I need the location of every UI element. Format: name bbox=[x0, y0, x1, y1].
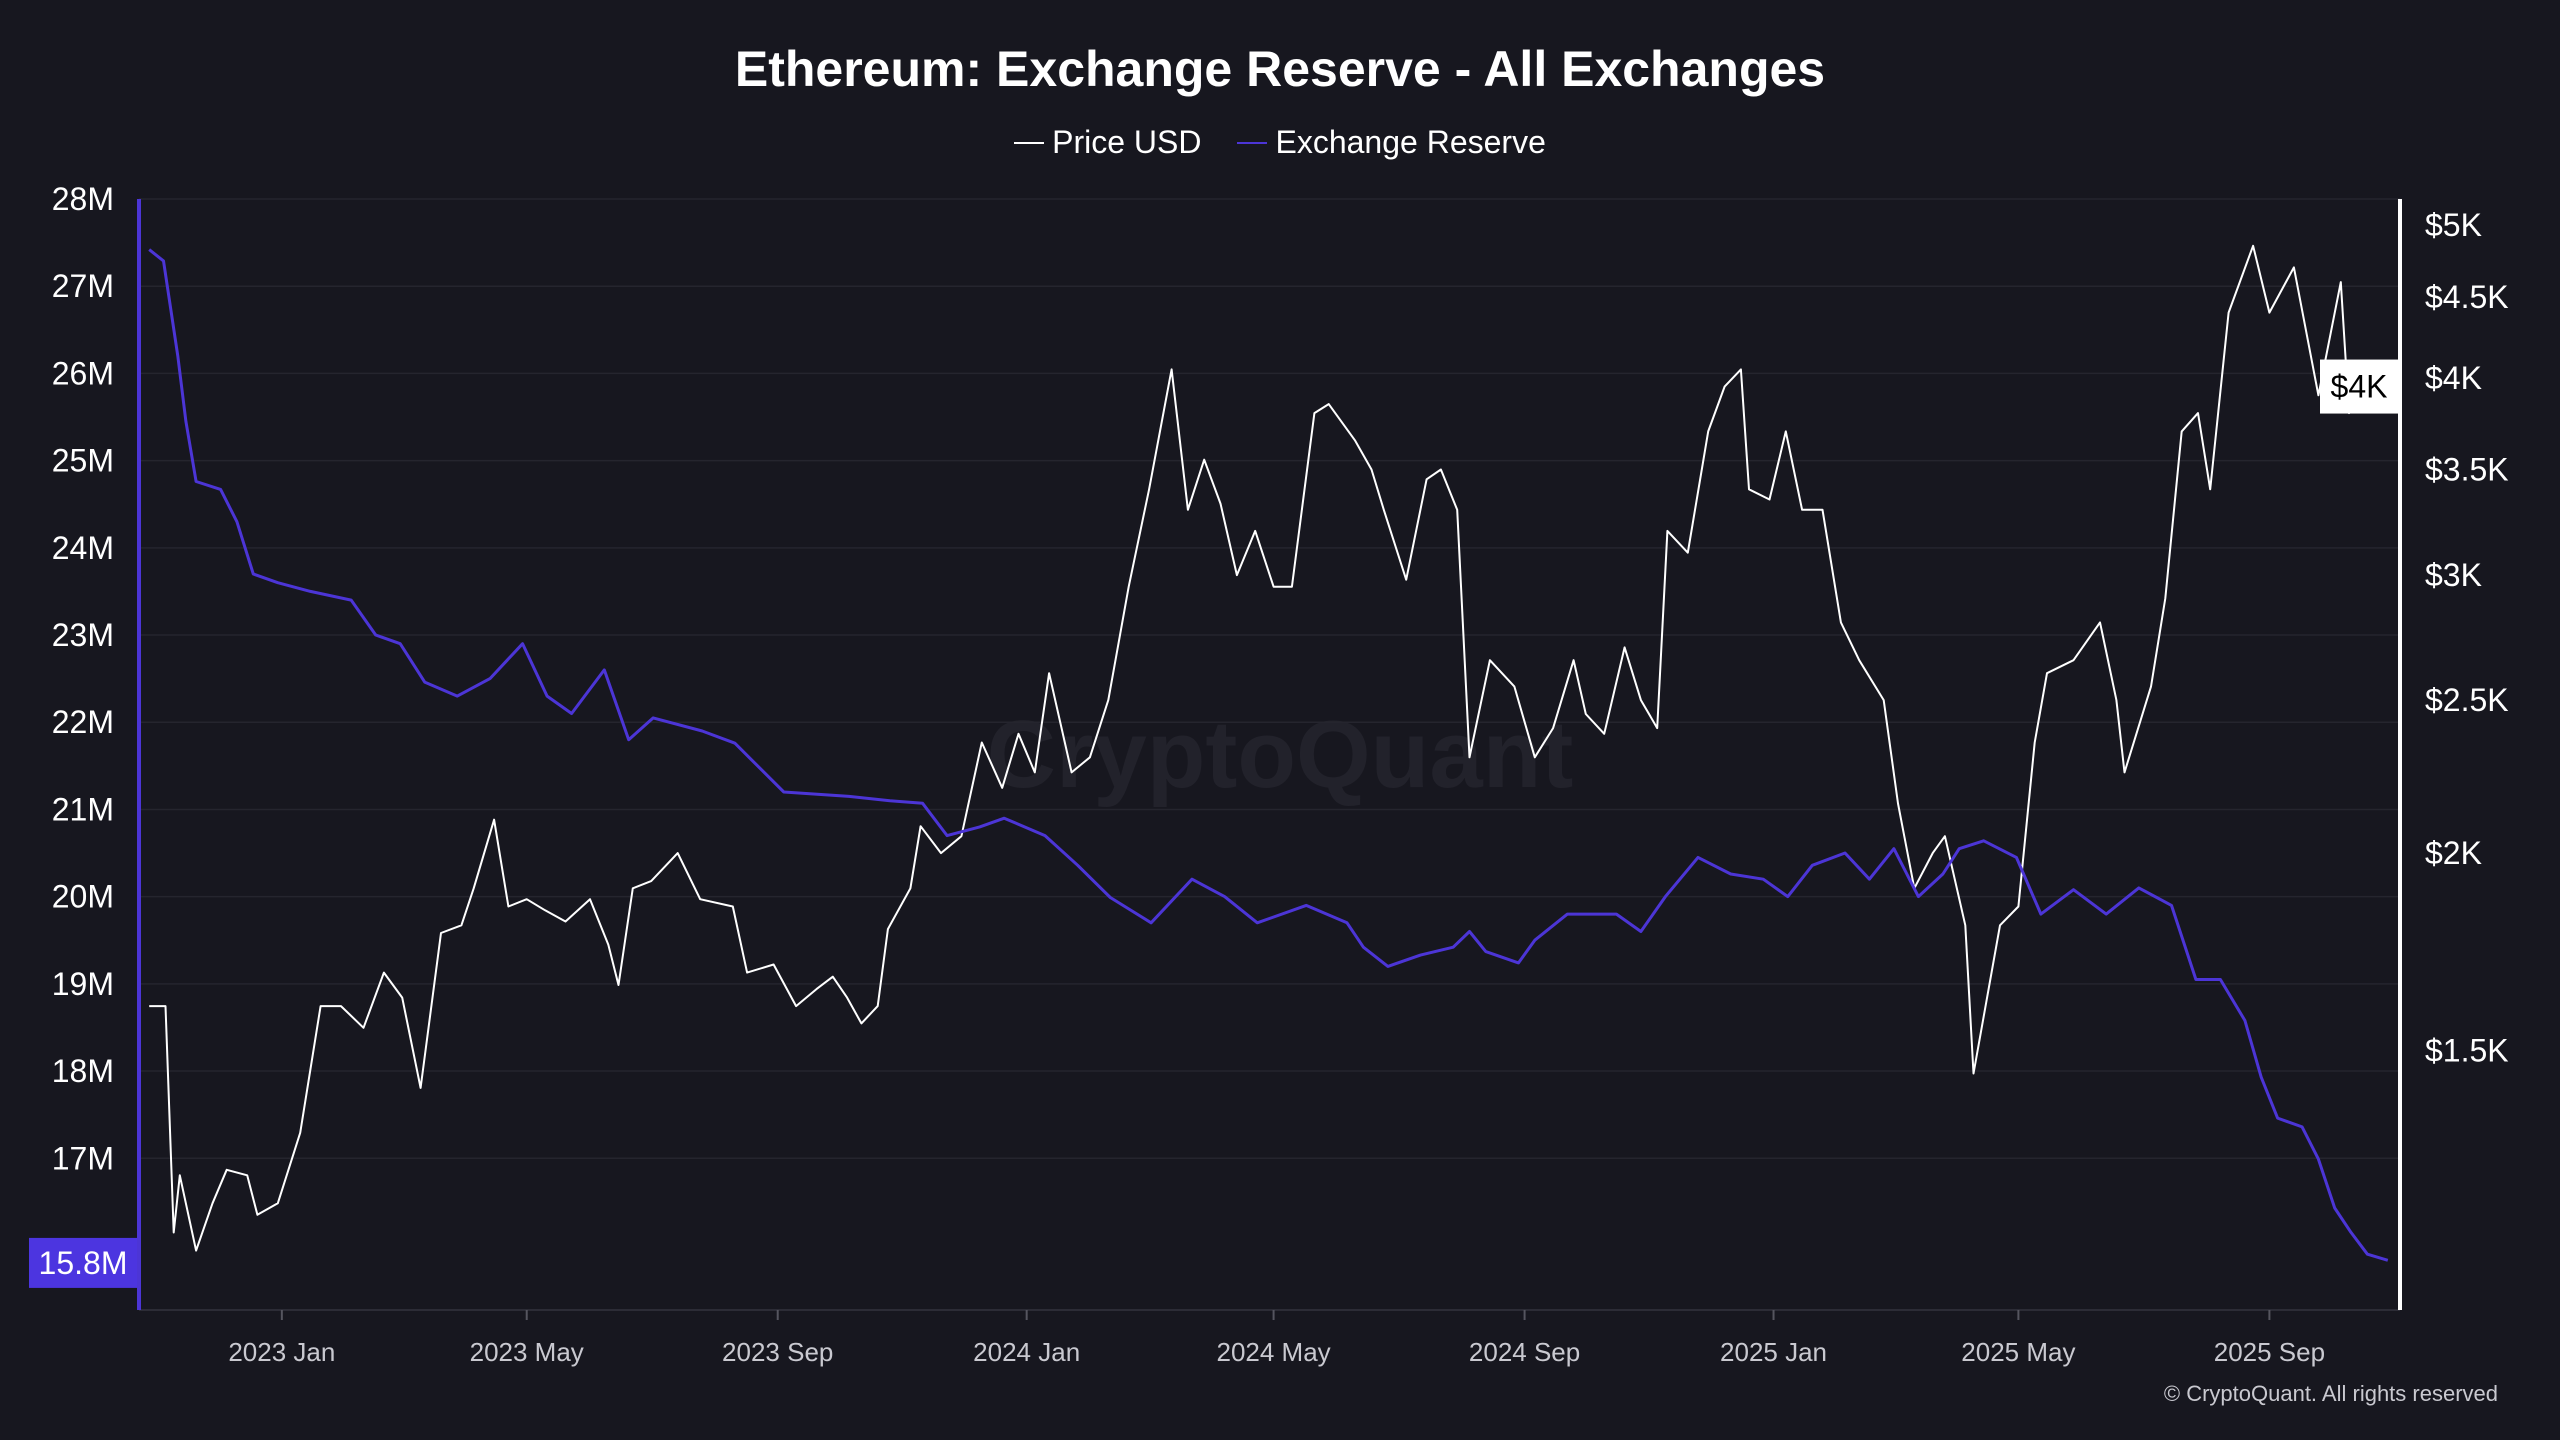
price-usd-line bbox=[149, 244, 2388, 1252]
x-tick-label: 2025 Sep bbox=[2214, 1337, 2325, 1367]
current-reserve-badge bbox=[29, 1237, 137, 1288]
right-tick-label: $3K bbox=[2425, 557, 2482, 593]
x-tick-label: 2023 Jan bbox=[228, 1337, 335, 1367]
left-tick-label: 20M bbox=[52, 879, 114, 915]
right-tick-label: $2.5K bbox=[2425, 682, 2509, 718]
legend-swatch-reserve bbox=[1237, 141, 1268, 144]
right-tick-label: $3.5K bbox=[2425, 451, 2509, 487]
right-tick-label: $4K bbox=[2425, 360, 2482, 396]
legend-swatch-price bbox=[1014, 141, 1045, 144]
exchange-reserve-line bbox=[148, 248, 2389, 1262]
left-tick-label: 22M bbox=[52, 704, 114, 740]
legend: Price USD Exchange Reserve bbox=[0, 124, 2560, 161]
x-tick-label: 2024 May bbox=[1216, 1337, 1330, 1367]
x-tick-label: 2024 Jan bbox=[973, 1337, 1080, 1367]
left-tick-label: 28M bbox=[52, 181, 114, 217]
left-tick-label: 26M bbox=[52, 355, 114, 391]
left-tick-label: 21M bbox=[52, 791, 114, 827]
current-reserve-label: 15.8M bbox=[39, 1245, 128, 1281]
x-tick-label: 2023 Sep bbox=[722, 1337, 833, 1367]
right-tick-label: $4.5K bbox=[2425, 279, 2509, 315]
x-tick-label: 2025 May bbox=[1961, 1337, 2075, 1367]
legend-label-price: Price USD bbox=[1052, 124, 1202, 160]
left-tick-label: 25M bbox=[52, 443, 114, 479]
right-tick-label: $2K bbox=[2425, 835, 2482, 871]
chart-title: Ethereum: Exchange Reserve - All Exchang… bbox=[734, 41, 1826, 97]
legend-label-reserve: Exchange Reserve bbox=[1275, 124, 1546, 160]
copyright: © CryptoQuant. All rights reserved bbox=[2163, 1381, 2498, 1406]
current-price-badge bbox=[2320, 359, 2398, 414]
x-tick-label: 2024 Sep bbox=[1469, 1337, 1580, 1367]
watermark: CryptoQuant bbox=[986, 701, 1574, 808]
x-tick-label: 2023 May bbox=[470, 1337, 584, 1367]
x-tick-label: 2025 Jan bbox=[1720, 1337, 1827, 1367]
legend-item-price[interactable]: Price USD bbox=[1014, 124, 1201, 161]
left-tick-label: 19M bbox=[52, 966, 114, 1002]
left-tick-label: 18M bbox=[52, 1053, 114, 1089]
left-tick-label: 23M bbox=[52, 617, 114, 653]
right-tick-label: $5K bbox=[2425, 207, 2482, 243]
left-tick-label: 24M bbox=[52, 530, 114, 566]
current-price-label: $4K bbox=[2331, 369, 2388, 405]
right-tick-label: $1.5K bbox=[2425, 1032, 2509, 1068]
left-tick-label: 17M bbox=[52, 1140, 114, 1176]
legend-item-reserve[interactable]: Exchange Reserve bbox=[1237, 124, 1546, 161]
left-tick-label: 27M bbox=[52, 268, 114, 304]
